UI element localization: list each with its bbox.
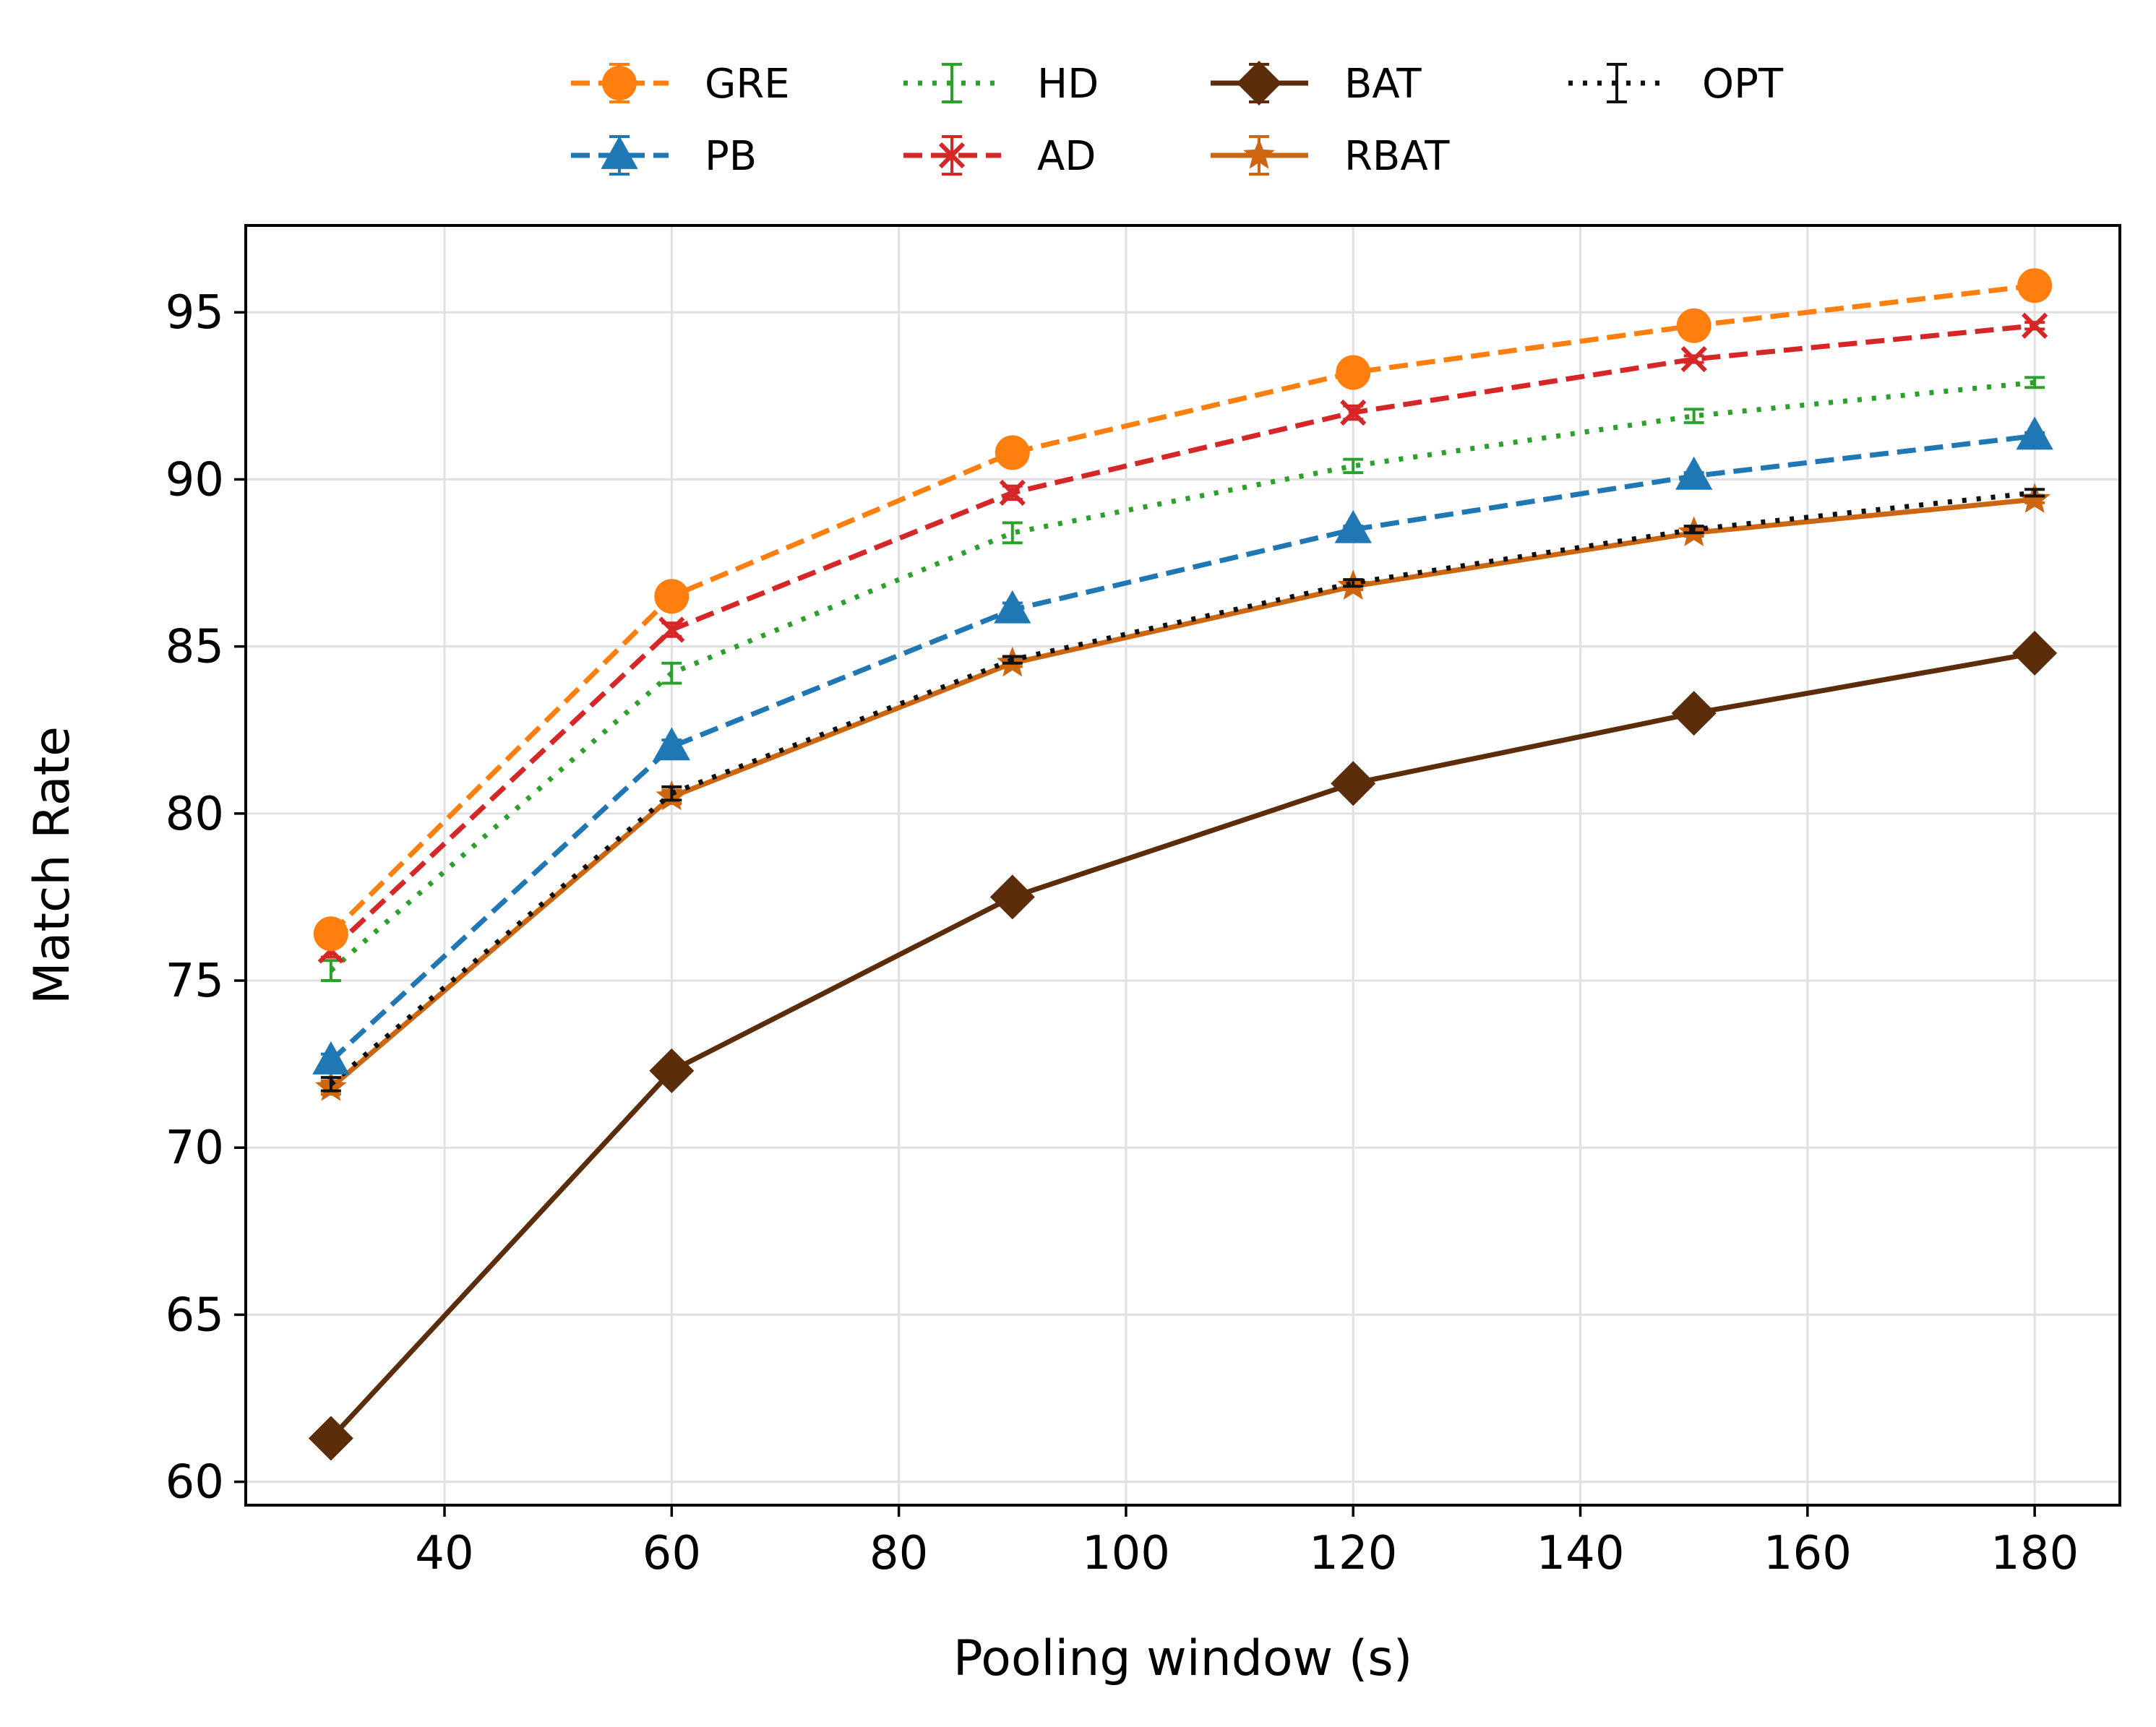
legend-label-pb: PB (705, 133, 757, 180)
x-tick-label: 80 (869, 1527, 928, 1580)
pb-point (1675, 456, 1713, 490)
opt-line (329, 490, 2035, 1087)
legend-marker-pb (601, 136, 638, 169)
pb-point (1334, 509, 1372, 543)
x-axis-ticks: 40 60 80 100 120 140 160 180 (415, 1505, 2079, 1580)
gre-point (313, 916, 348, 952)
legend[interactable]: GRE PB HD AD BAT RBAT OPT (571, 61, 1784, 180)
gridlines (246, 225, 2120, 1505)
legend-item-hd[interactable]: HD (903, 61, 1099, 108)
y-tick-label: 60 (166, 1456, 224, 1509)
legend-label-rbat: RBAT (1344, 133, 1450, 180)
pb-line (329, 433, 2035, 1063)
bat-point (308, 1416, 353, 1461)
gre-point (1336, 355, 1371, 390)
ad-line (329, 323, 2035, 952)
ad-point (658, 616, 685, 643)
y-tick-label: 80 (166, 788, 224, 841)
plot-frame (244, 224, 2121, 1507)
legend-item-ad[interactable]: AD (903, 133, 1096, 180)
legend-item-bat[interactable]: BAT (1211, 61, 1422, 108)
y-tick-label: 75 (166, 955, 224, 1008)
x-tick-label: 180 (1990, 1527, 2079, 1580)
x-tick-label: 160 (1764, 1527, 1852, 1580)
y-tick-label: 90 (166, 453, 224, 507)
legend-label-bat: BAT (1344, 61, 1422, 108)
pb-point (653, 727, 690, 761)
x-axis-label: Pooling window (s) (953, 1630, 1413, 1687)
legend-marker-ad (938, 142, 966, 169)
gre-point (995, 435, 1030, 470)
series-pb (312, 416, 2053, 1074)
rbat-point (2019, 483, 2050, 513)
pb-point (994, 590, 1031, 624)
x-tick-label: 60 (643, 1527, 701, 1580)
legend-label-gre: GRE (705, 61, 790, 108)
bat-point (1331, 761, 1376, 806)
bat-point (2012, 630, 2058, 676)
legend-item-rbat[interactable]: RBAT (1211, 133, 1450, 180)
y-tick-label: 65 (166, 1288, 224, 1342)
x-tick-label: 140 (1536, 1527, 1624, 1580)
legend-label-ad: AD (1037, 133, 1096, 180)
series-gre (313, 268, 2053, 952)
legend-marker-bat (1237, 61, 1281, 105)
pb-point (312, 1041, 350, 1074)
y-tick-label: 70 (166, 1121, 224, 1175)
ad-point (1680, 345, 1707, 373)
ad-point (2022, 312, 2048, 339)
legend-marker-gre (602, 66, 637, 100)
y-tick-label: 95 (166, 286, 224, 340)
y-axis-label: Match Rate (24, 726, 81, 1004)
series-bat (308, 630, 2058, 1461)
bat-line (329, 650, 2035, 1440)
x-tick-label: 40 (415, 1527, 473, 1580)
ad-point (1340, 399, 1367, 426)
legend-label-hd: HD (1037, 61, 1099, 108)
rbat-line (329, 496, 2035, 1090)
gre-point (1676, 308, 1712, 343)
series-layer (308, 268, 2058, 1461)
hd-line (329, 379, 2035, 973)
x-tick-label: 100 (1082, 1527, 1170, 1580)
x-tick-label: 120 (1309, 1527, 1397, 1580)
series-opt (320, 488, 2045, 1093)
bat-point (989, 874, 1035, 920)
bat-point (1671, 691, 1717, 736)
bat-point (649, 1048, 695, 1093)
legend-item-gre[interactable]: GRE (571, 61, 790, 108)
series-hd (320, 376, 2045, 983)
gre-point (654, 579, 690, 614)
legend-item-opt[interactable]: OPT (1568, 61, 1784, 108)
legend-label-opt: OPT (1702, 61, 1784, 108)
legend-item-pb[interactable]: PB (571, 133, 757, 180)
y-tick-label: 85 (166, 621, 224, 674)
ad-point (999, 479, 1026, 507)
gre-line (329, 283, 2035, 936)
legend-marker-rbat (1243, 139, 1275, 169)
pb-point (2016, 416, 2053, 450)
y-axis-ticks: 60 65 70 75 80 85 90 95 (166, 286, 246, 1509)
gre-point (2017, 268, 2053, 303)
